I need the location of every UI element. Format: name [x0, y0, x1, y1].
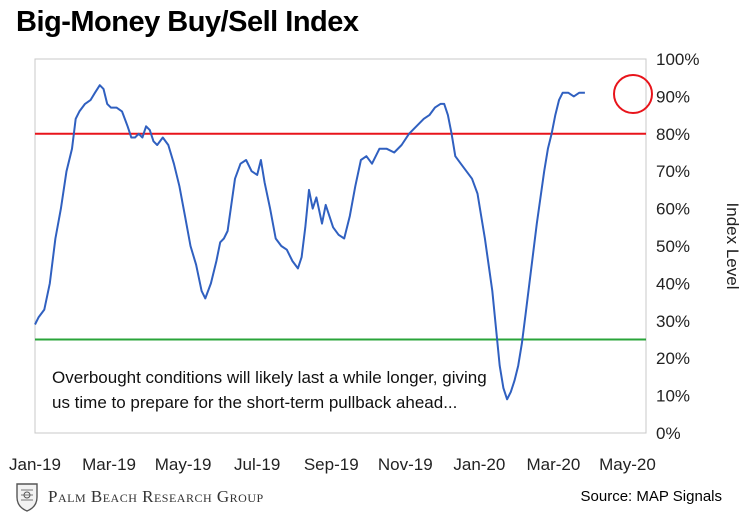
- plot-area-border: [34, 58, 647, 434]
- x-tick-label: Jan-19: [9, 455, 61, 474]
- y-axis-label: Index Level: [723, 203, 742, 290]
- y-tick-label: 80%: [656, 125, 690, 144]
- y-tick-label: 100%: [656, 50, 699, 69]
- x-tick-label: Jan-20: [453, 455, 505, 474]
- x-tick-label: Jul-19: [234, 455, 280, 474]
- x-tick-label: Nov-19: [378, 455, 433, 474]
- line-chart: 0% 10% 20% 30% 40% 50% 60% 70% 80% 90% 100% Jan-19…: [9, 50, 742, 474]
- crest-icon: [16, 483, 38, 512]
- annotation-line-2: us time to prepare for the short-term pu…: [52, 393, 457, 412]
- footer-brand: Palm Beach Research Group: [48, 487, 264, 506]
- y-tick-label: 50%: [656, 237, 690, 256]
- x-tick-label: May-19: [155, 455, 212, 474]
- y-tick-label: 60%: [656, 200, 690, 219]
- y-tick-label: 70%: [656, 162, 690, 181]
- x-tick-label: May-20: [599, 455, 656, 474]
- x-axis-ticks: Jan-19 Mar-19 May-19 Jul-19 Sep-19 Nov-19 Jan-…: [9, 455, 656, 474]
- x-tick-label: Mar-20: [526, 455, 580, 474]
- y-axis-ticks: 0% 10% 20% 30% 40% 50% 60% 70% 80% 90% 100%: [656, 50, 699, 443]
- y-tick-label: 40%: [656, 274, 690, 293]
- series-lines: [34, 84, 585, 401]
- x-tick-label: Sep-19: [304, 455, 359, 474]
- highlight-circle: [613, 74, 653, 114]
- annotation-line-1: Overbought conditions will likely last a…: [52, 368, 487, 387]
- footer-logo: Palm Beach Research Group: [14, 482, 264, 512]
- y-tick-label: 0%: [656, 424, 681, 443]
- chart-title: Big-Money Buy/Sell Index: [16, 6, 359, 38]
- y-tick-label: 20%: [656, 349, 690, 368]
- series-line-0: [34, 84, 585, 401]
- y-tick-label: 30%: [656, 312, 690, 331]
- y-tick-label: 10%: [656, 387, 690, 406]
- x-tick-label: Mar-19: [82, 455, 136, 474]
- reference-lines: [35, 132, 646, 341]
- y-tick-label: 90%: [656, 87, 690, 106]
- footer-source: Source: MAP Signals: [580, 488, 722, 505]
